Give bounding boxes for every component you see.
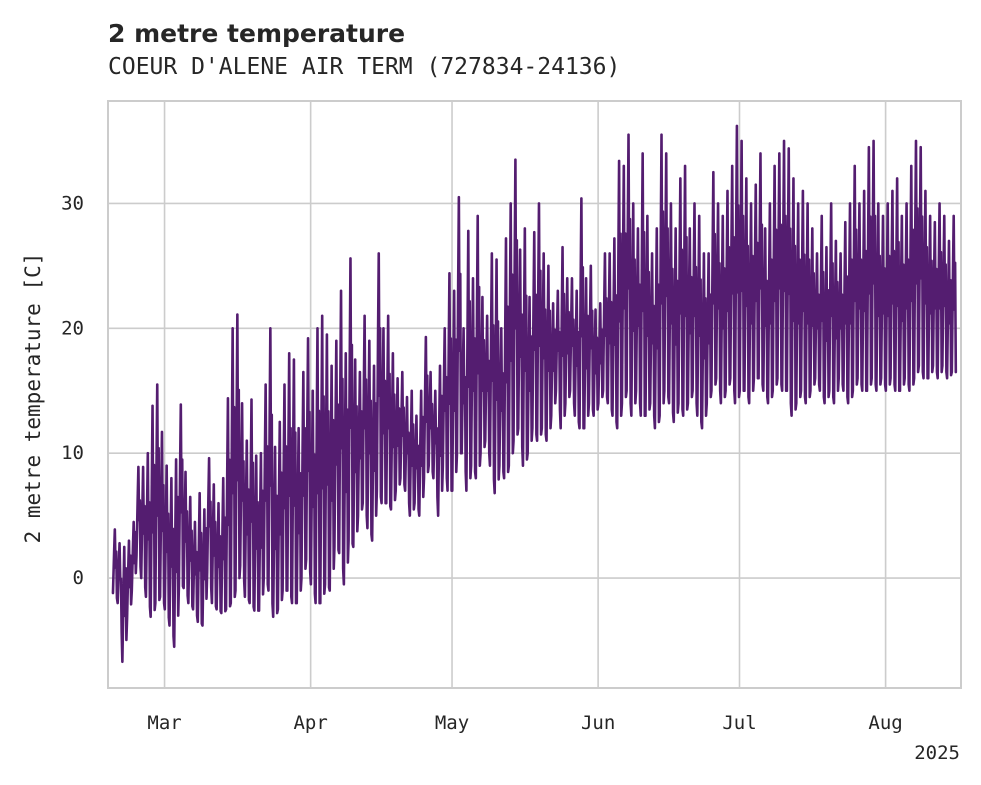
temperature-series-line [111,124,958,664]
chart-title: 2 metre temperature [108,19,405,48]
series-layer [111,124,958,664]
x-axis-ticks: Mar Apr May Jun Jul Aug [147,712,902,734]
x-tick-label: Jul [722,712,756,734]
y-tick-label: 30 [61,192,84,214]
x-year-label: 2025 [914,742,960,764]
y-tick-label: 20 [61,317,84,339]
y-tick-label: 0 [73,567,84,589]
x-tick-label: Jun [581,712,615,734]
y-axis-ticks: 0 10 20 30 [61,192,84,589]
y-tick-label: 10 [61,442,84,464]
y-axis-label: 2 metre temperature [C] [21,253,45,544]
x-tick-label: Aug [868,712,902,734]
x-tick-label: May [435,712,469,734]
plot-frame [107,100,962,689]
x-tick-label: Mar [147,712,181,734]
chart-subtitle: COEUR D'ALENE AIR TERM (727834-24136) [108,54,620,80]
x-tick-label: Apr [293,712,327,734]
